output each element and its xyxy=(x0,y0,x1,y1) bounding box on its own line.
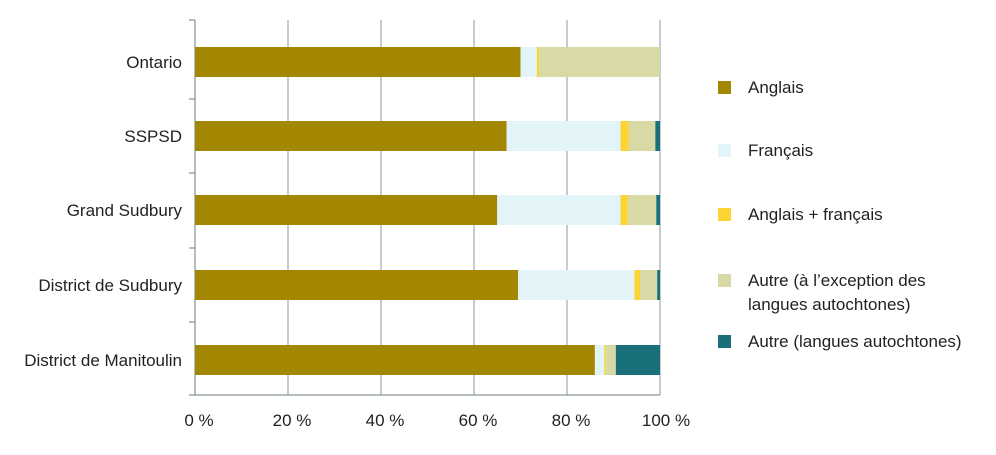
legend-swatch xyxy=(718,208,731,221)
bar-segment xyxy=(656,195,660,225)
bar-segment xyxy=(615,345,660,375)
legend-label: Anglais + français xyxy=(748,205,883,224)
bar-segment xyxy=(640,270,658,300)
bar-segment xyxy=(539,47,660,77)
category-label: Ontario xyxy=(126,53,182,72)
x-tick-label: 40 % xyxy=(366,411,405,430)
bar-segment xyxy=(594,345,605,375)
x-tick-label: 0 % xyxy=(184,411,213,430)
legend-label: Anglais xyxy=(748,78,804,97)
legend-label: Autre (à l’exception des xyxy=(748,271,926,290)
bar-segment xyxy=(628,121,656,151)
bar-segment xyxy=(627,195,657,225)
category-label: District de Sudbury xyxy=(38,276,182,295)
legend-swatch xyxy=(718,335,731,348)
bar-segment xyxy=(520,47,537,77)
bar-segment xyxy=(620,121,629,151)
category-label: District de Manitoulin xyxy=(24,351,182,370)
bar-segment xyxy=(195,121,507,151)
legend-swatch xyxy=(718,274,731,287)
x-tick-label: 60 % xyxy=(459,411,498,430)
x-tick-label: 20 % xyxy=(273,411,312,430)
legend-swatch xyxy=(718,81,731,94)
x-tick-label: 100 % xyxy=(642,411,690,430)
bar-segment xyxy=(536,47,540,77)
legend-swatch xyxy=(718,144,731,157)
bar-segment xyxy=(657,270,660,300)
bar-segment xyxy=(604,345,606,375)
x-tick-label: 80 % xyxy=(552,411,591,430)
bar-segment xyxy=(655,121,660,151)
bar-segment xyxy=(620,195,628,225)
bar-segment xyxy=(195,195,498,225)
bar-segment xyxy=(195,270,519,300)
bar-segment xyxy=(506,121,621,151)
legend-label: Français xyxy=(748,141,813,160)
bar-segment xyxy=(497,195,621,225)
bar-segment xyxy=(195,345,595,375)
category-label: SSPSD xyxy=(124,127,182,146)
legend-label: langues autochtones) xyxy=(748,295,911,314)
bar-segment xyxy=(634,270,641,300)
bar-segment xyxy=(518,270,635,300)
legend-label: Autre (langues autochtones) xyxy=(748,332,962,351)
category-label: Grand Sudbury xyxy=(67,201,183,220)
bar-segment xyxy=(605,345,616,375)
bar-segment xyxy=(195,47,521,77)
